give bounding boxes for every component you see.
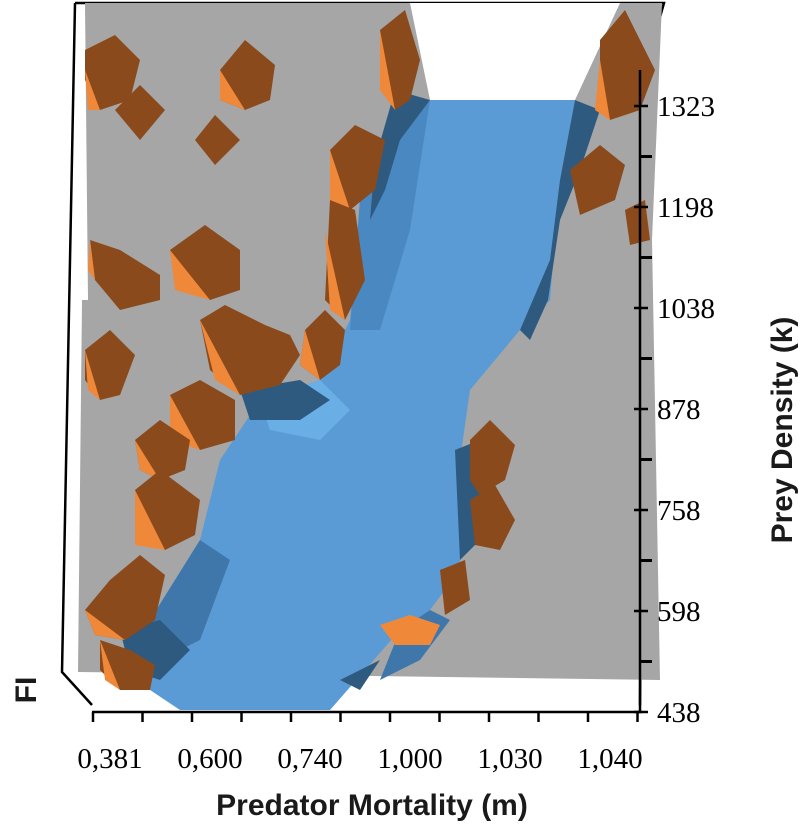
valley-shadows: [120, 90, 600, 690]
z-axis-title: FI: [10, 677, 43, 704]
x-tick-label: 0,381: [77, 743, 142, 775]
y-axis-title: Prey Density (k): [766, 317, 799, 544]
x-tick-label: 1,030: [477, 743, 542, 775]
y-axis: 438 598 758 878 1038 1198 1323: [634, 70, 715, 729]
x-axis: 0,381 0,600 0,740 1,000 1,030 1,040: [77, 710, 643, 775]
y-tick-label: 598: [657, 596, 701, 628]
y-tick-label: 1038: [657, 293, 715, 325]
x-tick-label: 1,000: [377, 743, 442, 775]
x-tick-label: 0,600: [177, 743, 242, 775]
x-tick-label: 1,040: [577, 743, 642, 775]
x-ticks: 0,381 0,600 0,740 1,000 1,030 1,040: [77, 712, 643, 775]
y-tick-label: 1198: [657, 192, 714, 224]
x-axis-title: Predator Mortality (m): [216, 789, 528, 822]
surface-gap: [410, 3, 620, 100]
y-tick-label: 878: [657, 394, 701, 426]
x-tick-label: 0,740: [277, 743, 342, 775]
y-ticks: 438 598 758 878 1038 1198 1323: [634, 91, 715, 729]
y-tick-label: 1323: [657, 91, 715, 123]
peaks: [85, 10, 655, 690]
y-tick-label: 758: [657, 495, 701, 527]
y-tick-label: 438: [657, 697, 701, 729]
